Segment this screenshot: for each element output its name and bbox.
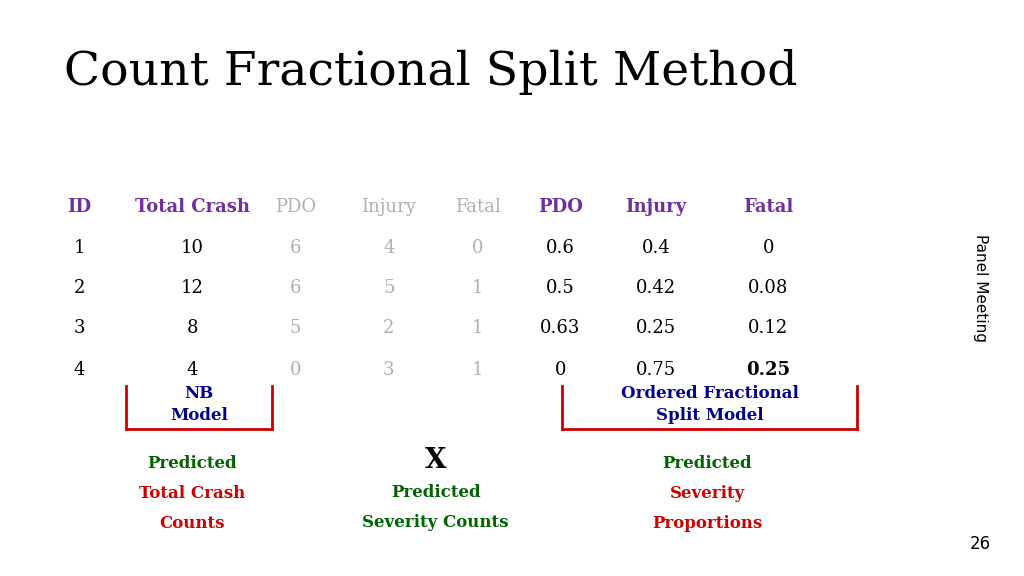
Text: 2: 2: [383, 319, 394, 338]
Text: 3: 3: [383, 361, 394, 379]
Text: PDO: PDO: [274, 198, 315, 217]
Text: 1: 1: [472, 319, 483, 338]
Text: 4: 4: [383, 238, 394, 257]
Text: 2: 2: [74, 279, 85, 297]
Text: 0.25: 0.25: [746, 361, 791, 379]
Text: 12: 12: [180, 279, 204, 297]
Text: 0.25: 0.25: [636, 319, 676, 338]
Text: X: X: [425, 448, 446, 474]
Text: Injury: Injury: [626, 198, 686, 217]
Text: 0.12: 0.12: [749, 319, 788, 338]
Text: 0: 0: [472, 238, 483, 257]
Text: 1: 1: [472, 279, 483, 297]
Text: Injury: Injury: [361, 198, 417, 217]
Text: Predicted: Predicted: [147, 455, 237, 472]
Text: ID: ID: [68, 198, 92, 217]
Text: 5: 5: [290, 319, 301, 338]
Text: Ordered Fractional
Split Model: Ordered Fractional Split Model: [621, 385, 799, 425]
Text: Fatal: Fatal: [743, 198, 794, 217]
Text: 0.75: 0.75: [636, 361, 676, 379]
Text: NB
Model: NB Model: [170, 385, 228, 425]
Text: 6: 6: [290, 279, 301, 297]
Text: Severity: Severity: [670, 485, 745, 502]
Text: Counts: Counts: [160, 515, 225, 532]
Text: Count Fractional Split Method: Count Fractional Split Method: [65, 49, 798, 95]
Text: 0: 0: [763, 238, 774, 257]
Text: 0.63: 0.63: [540, 319, 581, 338]
Text: 0.5: 0.5: [546, 279, 574, 297]
Text: 0.42: 0.42: [636, 279, 676, 297]
Text: 26: 26: [970, 535, 991, 553]
Text: 0.6: 0.6: [546, 238, 574, 257]
Text: Severity Counts: Severity Counts: [362, 514, 509, 531]
Text: 8: 8: [186, 319, 198, 338]
Text: Predicted: Predicted: [391, 484, 480, 501]
Text: 3: 3: [74, 319, 85, 338]
Text: 0.08: 0.08: [749, 279, 788, 297]
Text: 1: 1: [472, 361, 483, 379]
Text: Total Crash: Total Crash: [134, 198, 250, 217]
Text: Panel Meeting: Panel Meeting: [973, 234, 988, 342]
Text: 1: 1: [74, 238, 85, 257]
Text: Total Crash: Total Crash: [139, 485, 245, 502]
Text: PDO: PDO: [538, 198, 583, 217]
Text: 0: 0: [290, 361, 301, 379]
Text: 4: 4: [186, 361, 198, 379]
Text: 10: 10: [180, 238, 204, 257]
Text: Predicted: Predicted: [663, 455, 753, 472]
Text: 0.4: 0.4: [641, 238, 671, 257]
Text: 5: 5: [383, 279, 394, 297]
Text: 0: 0: [555, 361, 566, 379]
Text: Proportions: Proportions: [652, 515, 763, 532]
Text: 6: 6: [290, 238, 301, 257]
Text: 4: 4: [74, 361, 85, 379]
Text: Fatal: Fatal: [455, 198, 501, 217]
